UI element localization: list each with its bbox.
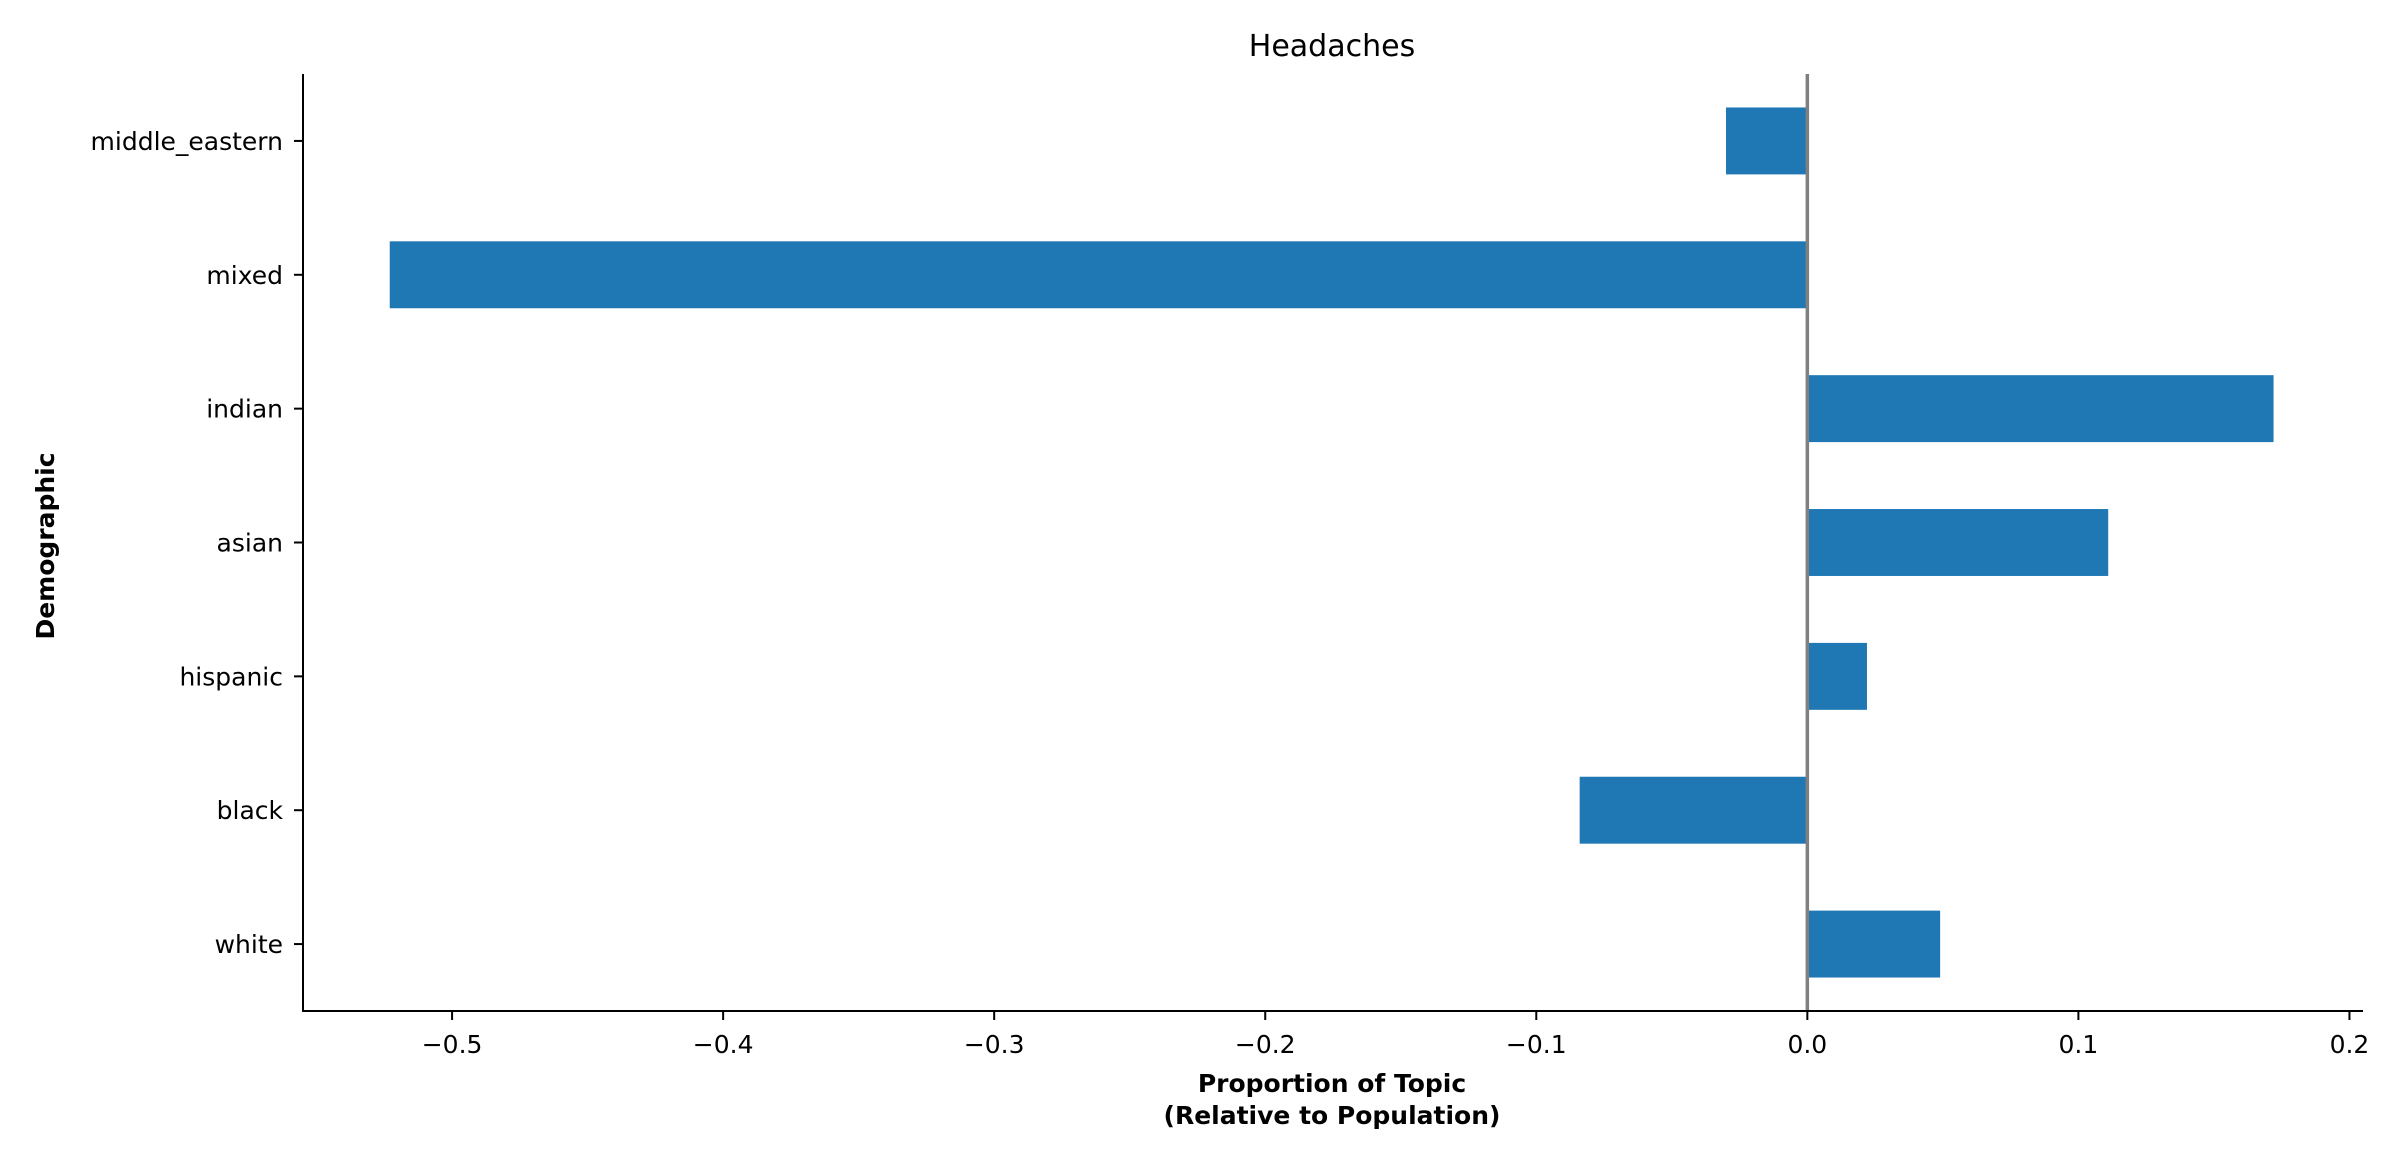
y-tick-label: indian (206, 395, 283, 424)
bar-black (1579, 776, 1808, 844)
y-tick-label: middle_eastern (91, 127, 283, 156)
bar-indian (1807, 375, 2274, 443)
x-tick-label: −0.1 (1506, 1030, 1567, 1059)
y-tick-label: black (217, 796, 284, 825)
x-axis-label-line-2: (Relative to Population) (1164, 1101, 1501, 1130)
bar-hispanic (1807, 642, 1867, 710)
x-axis-label-line-1: Proportion of Topic (1198, 1069, 1466, 1098)
x-tick-label: −0.3 (964, 1030, 1025, 1059)
y-tick-label: white (215, 930, 283, 959)
bar-middle-eastern (1726, 107, 1808, 175)
chart-title: Headaches (1249, 29, 1415, 64)
bar-white (1807, 910, 1941, 978)
x-tick-label: 0.0 (1787, 1030, 1827, 1059)
x-tick-label: −0.2 (1235, 1030, 1296, 1059)
x-tick-label: 0.1 (2059, 1030, 2099, 1059)
x-tick-label: −0.5 (422, 1030, 483, 1059)
y-tick-label: mixed (206, 261, 283, 290)
y-tick-label: hispanic (179, 662, 283, 691)
y-axis-label: Demographic (31, 452, 60, 639)
y-ticks-layer: white black hispanic asian indian mixed middle… (91, 127, 303, 959)
y-tick-label: asian (217, 529, 283, 558)
x-tick-label: 0.2 (2330, 1030, 2370, 1059)
x-tick-label: −0.4 (693, 1030, 754, 1059)
bar-asian (1807, 509, 2109, 576)
bars-layer (389, 107, 2274, 978)
bar-mixed (389, 241, 1808, 309)
x-ticks-layer: −0.5 −0.4 −0.3 −0.2 −0.1 0.0 0.1 0.2 (422, 1011, 2370, 1059)
